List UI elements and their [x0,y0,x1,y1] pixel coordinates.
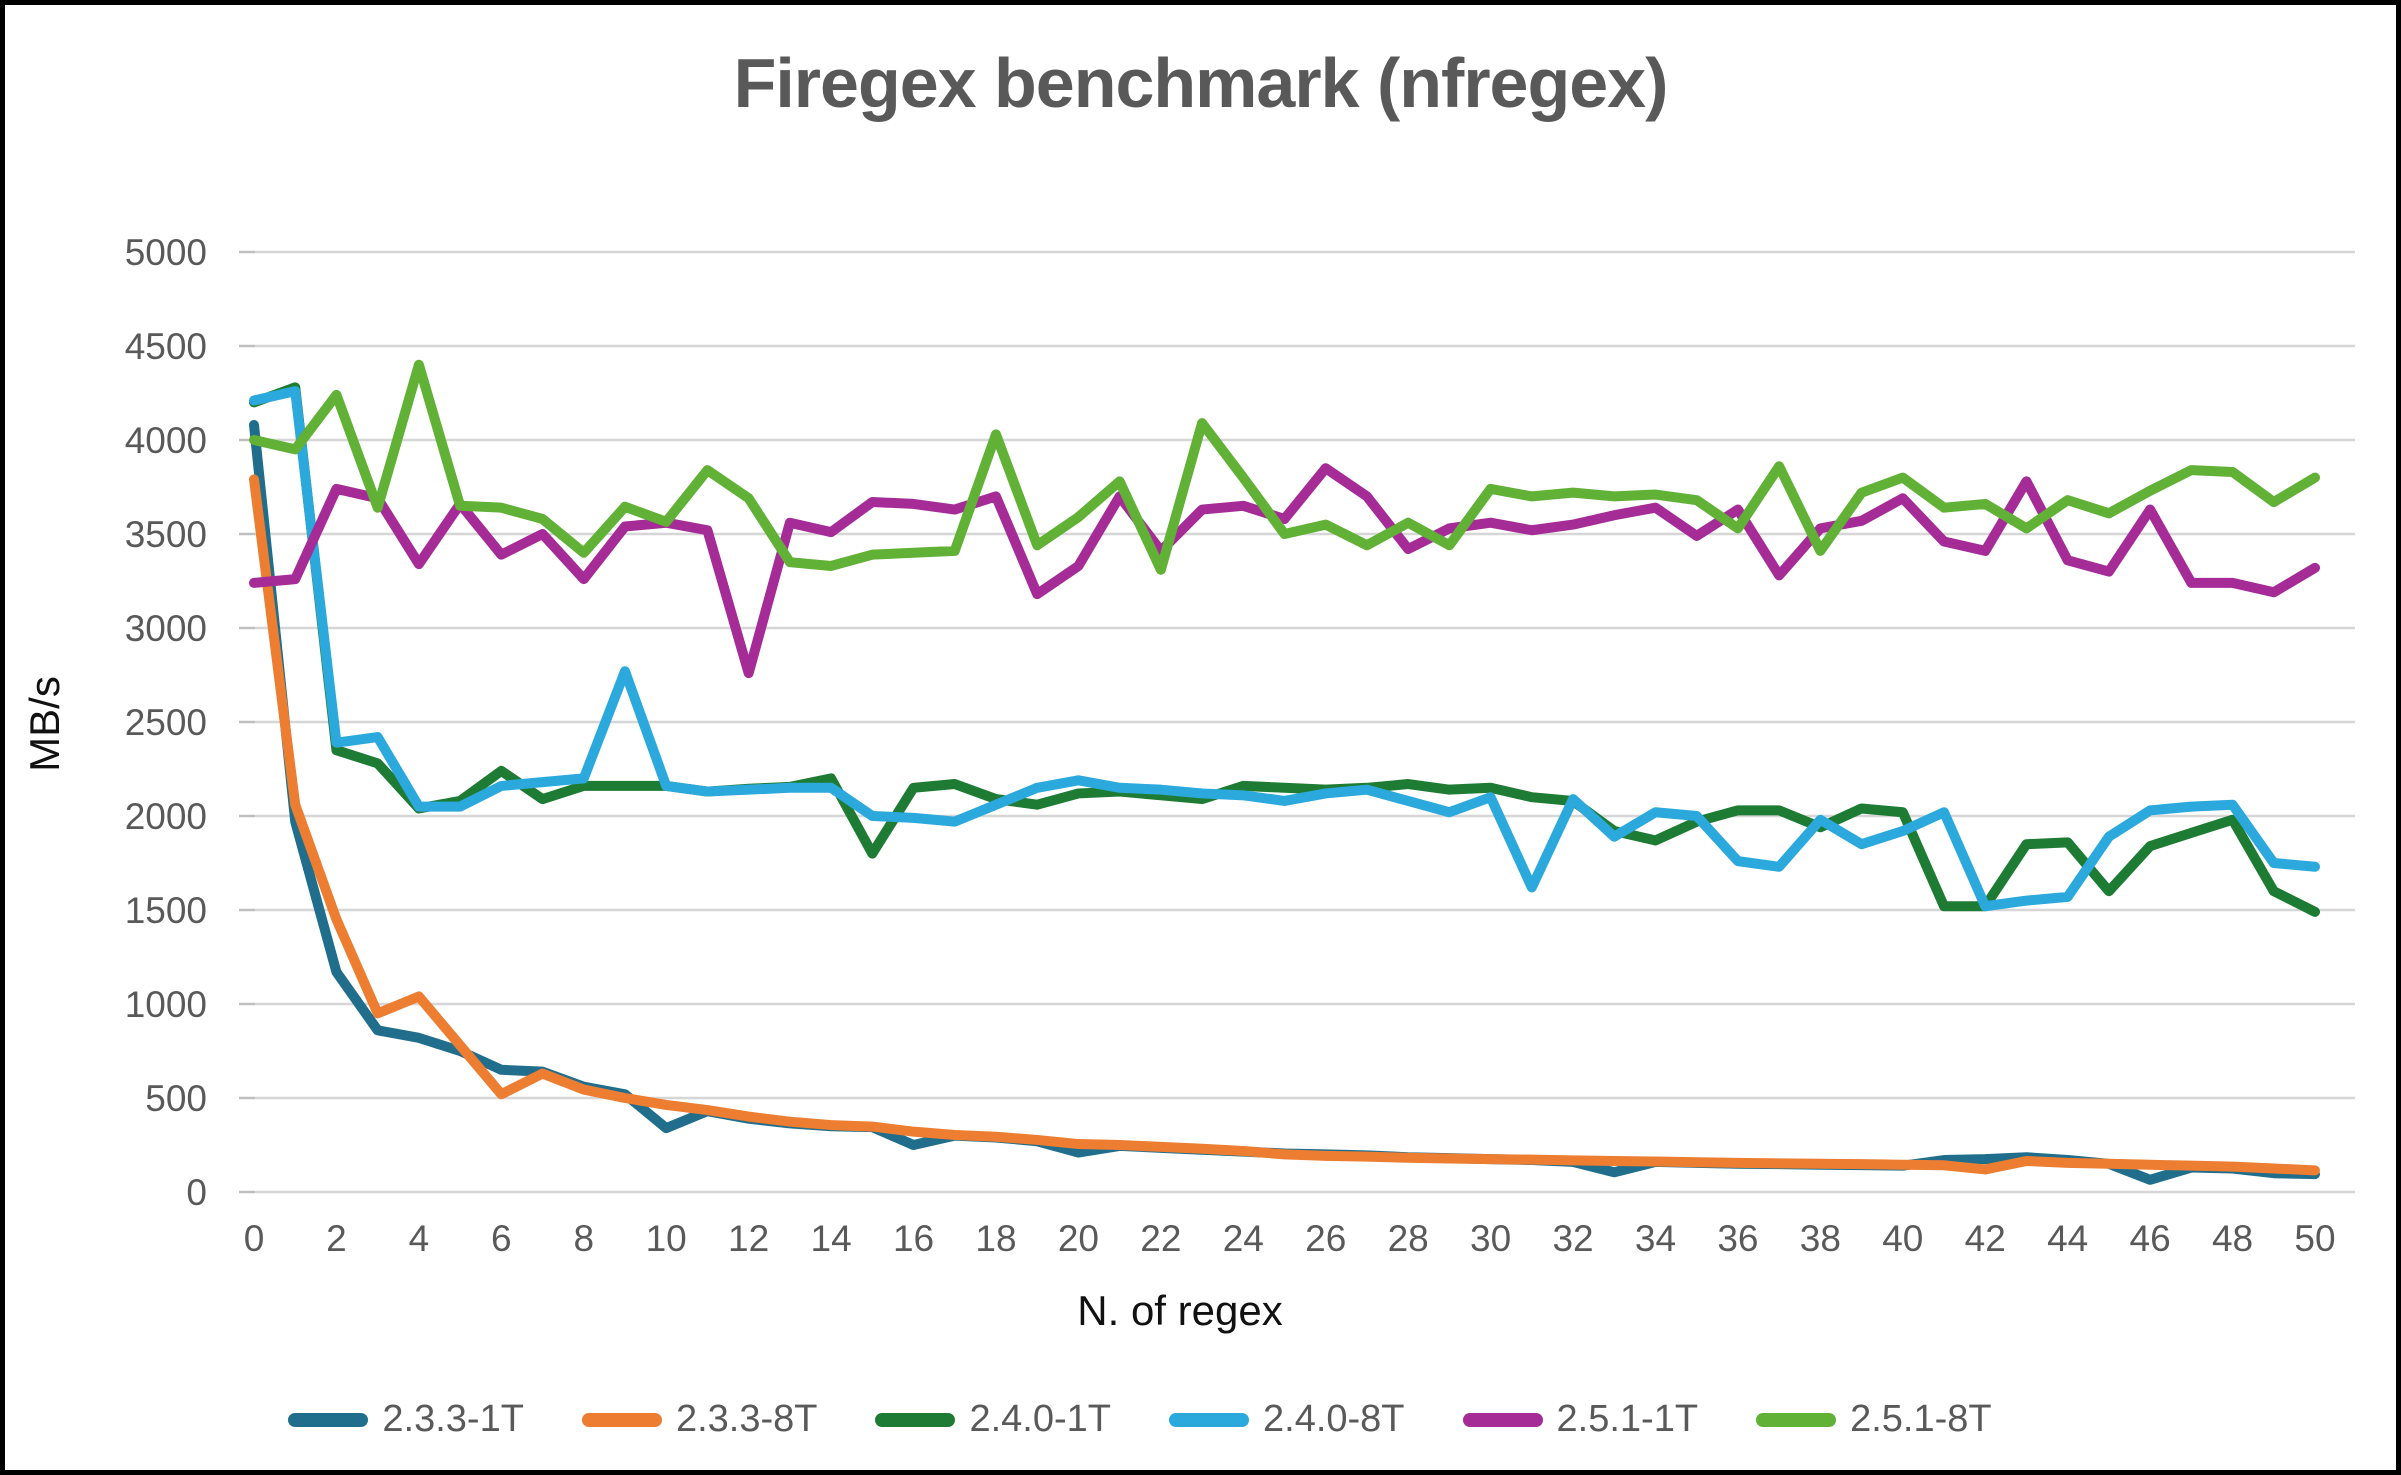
x-axis-title: N. of regex [1077,1287,1283,1334]
x-tick-label: 42 [1965,1218,2006,1259]
legend-label: 2.3.3-1T [382,1398,524,1440]
y-tick-label: 0 [186,1172,207,1213]
legend-item-2.3.3-8T: 2.3.3-8T [581,1398,818,1441]
legend-swatch-icon [1462,1412,1543,1427]
chart-plot-area: 0500100015002000250030003500400045005000… [125,232,2355,1259]
x-tick-label: 4 [409,1218,430,1259]
x-tick-label: 32 [1552,1218,1593,1259]
x-tick-label: 6 [491,1218,512,1259]
y-tick-label: 500 [145,1078,207,1119]
x-tick-label: 12 [728,1218,769,1259]
x-tick-label: 10 [646,1218,687,1259]
y-tick-label: 2500 [125,702,207,743]
series-line-2.4.0-8T [249,386,2320,912]
x-tick-label: 0 [244,1218,265,1259]
x-tick-label: 36 [1717,1218,1758,1259]
legend-label: 2.5.1-1T [1556,1398,1699,1440]
x-tick-label: 2 [326,1218,347,1259]
x-tick-label: 28 [1388,1218,1429,1259]
series-line-2.4.0-1T [249,382,2320,917]
legend-swatch-icon [875,1412,956,1427]
y-tick-label: 1500 [125,890,207,931]
series-line-2.3.3-8T [249,474,2320,1176]
y-tick-label: 1000 [125,984,207,1025]
legend-swatch-icon [581,1412,662,1427]
chart-legend: 2.3.3-1T 2.3.3-8T 2.4.0-1T 2.4.0-8T 2.5.1-1T… [5,1398,2275,1441]
x-tick-label: 14 [811,1218,852,1259]
x-tick-label: 34 [1635,1218,1676,1259]
y-tick-label: 3500 [125,514,207,555]
legend-item-2.5.1-1T: 2.5.1-1T [1462,1398,1699,1441]
x-tick-label: 40 [1882,1218,1923,1259]
chart-title: Firegex benchmark (nfregex) [733,44,1669,122]
legend-swatch-icon [1169,1412,1249,1427]
x-tick-label: 44 [2047,1218,2088,1259]
x-tick-label: 16 [893,1218,934,1259]
x-tick-label: 22 [1140,1218,1181,1259]
y-tick-label: 4500 [125,326,207,367]
legend-label: 2.4.0-1T [969,1398,1111,1440]
x-tick-label: 50 [2294,1218,2335,1259]
x-tick-label: 24 [1223,1218,1264,1259]
legend-label: 2.3.3-8T [675,1398,818,1440]
legend-item-2.4.0-8T: 2.4.0-8T [1169,1398,1405,1441]
legend-item-2.3.3-1T: 2.3.3-1T [288,1398,524,1441]
y-tick-label: 5000 [125,232,207,273]
x-tick-label: 46 [2130,1218,2171,1259]
series-line-2.5.1-8T [249,359,2320,575]
legend-swatch-icon [288,1412,369,1427]
series-line-2.5.1-1T [249,463,2320,679]
x-tick-label: 30 [1470,1218,1511,1259]
legend-item-2.4.0-1T: 2.4.0-1T [875,1398,1111,1441]
y-tick-label: 2000 [125,796,207,837]
x-tick-label: 48 [2212,1218,2253,1259]
y-tick-label: 3000 [125,608,207,649]
x-tick-label: 18 [975,1218,1016,1259]
legend-label: 2.4.0-8T [1263,1398,1405,1440]
legend-swatch-icon [1756,1412,1837,1427]
x-tick-label: 38 [1800,1218,1841,1259]
y-axis-title: MB/s [21,676,68,772]
x-tick-label: 8 [573,1218,594,1259]
legend-label: 2.5.1-8T [1850,1398,1992,1440]
x-tick-label: 20 [1058,1218,1099,1259]
legend-item-2.5.1-8T: 2.5.1-8T [1756,1398,1992,1441]
y-tick-label: 4000 [125,420,207,461]
x-tick-label: 26 [1305,1218,1346,1259]
